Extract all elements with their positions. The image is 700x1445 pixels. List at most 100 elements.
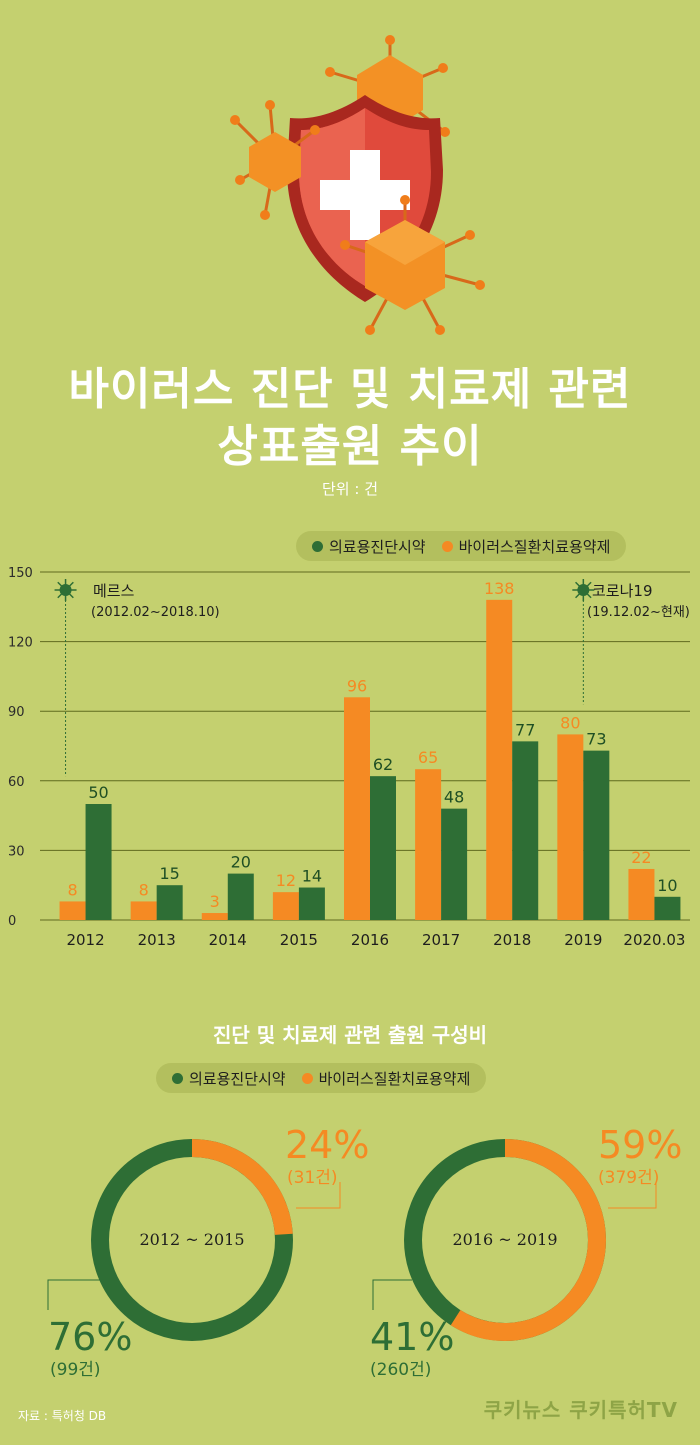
donut-count-label: (31건) [287,1168,338,1188]
bar-value-label: 3 [210,892,220,911]
bar-value-label: 96 [347,676,367,695]
donut-hole [423,1158,587,1322]
legend-item-treatment: 바이러스질환치료용약제 [441,536,611,557]
bar-value-label: 65 [418,748,438,767]
leader-line [372,1279,412,1310]
donut-count-label: (260건) [370,1360,431,1380]
legend-label: 바이러스질환치료용약제 [318,1069,471,1088]
donut-charts: 2012 ~ 2015 24%(31건) 76%(99건) 2016 ~ 2019 5… [47,1123,682,1380]
green-dot-icon [172,1072,183,1084]
x-tick-label: 2020.03 [623,931,685,949]
legend-item-diagnostic: 의료용진단시약 [172,1068,286,1089]
page-title: 바이러스 진단 및 치료제 관련 [68,364,632,415]
x-tick-label: 2015 [280,931,318,949]
green-dot-icon [312,540,323,552]
donut-slice-treatment [404,1139,606,1341]
donut-chart-2012-2015: 2012 ~ 2015 24%(31건) 76%(99건) [47,1123,369,1380]
donut-percent-label: 76% [48,1315,132,1359]
bar-value-label: 20 [231,853,251,872]
virus-icon [54,579,77,601]
y-tick-label: 90 [8,705,25,720]
donut-center-label: 2016 ~ 2019 [452,1230,557,1249]
unit-label: 단위 : 건 [322,480,378,498]
virus-icon [572,579,595,601]
x-tick-label: 2019 [564,931,602,949]
bar-value-label: 8 [67,880,77,899]
bar [344,697,370,920]
donut-slice-treatment [91,1139,293,1341]
leader-line [296,1182,341,1209]
legend-label: 의료용진단시약 [329,537,426,556]
bar [298,887,325,920]
bar [441,808,468,920]
corona-period: (19.12.02~현재) [587,605,690,620]
virus-body [59,584,72,596]
mers-label: 메르스 [93,582,135,600]
bar-value-label: 48 [444,788,464,807]
cross-icon [320,150,410,240]
x-tick-label: 2018 [493,931,531,949]
pie-chart-legend: 의료용진단시약 바이러스질환치료용약제 [156,1063,487,1093]
pie-section-title: 진단 및 치료제 관련 출원 구성비 [212,1023,487,1047]
bar-value-label: 8 [139,880,149,899]
legend-label: 의료용진단시약 [189,1069,286,1088]
bar-value-label: 12 [276,871,296,890]
bar [557,734,584,920]
bar [583,750,610,920]
bar [512,741,539,920]
y-tick-label: 150 [8,566,33,581]
bar [156,885,183,920]
x-tick-label: 2013 [138,931,176,949]
x-tick-label: 2014 [209,931,247,949]
virus-icon [230,100,320,220]
bar-value-label: 77 [515,720,535,739]
virus-body [577,584,590,596]
bar [486,599,513,920]
bar [59,901,86,920]
y-tick-label: 60 [8,775,25,790]
donut-percent-label: 41% [370,1315,454,1359]
brand-logo: 쿠키뉴스 쿠키특허TV [483,1398,678,1422]
leader-line [47,1279,100,1310]
donut-percent-label: 59% [598,1123,682,1167]
donut-count-label: (99건) [50,1360,101,1380]
source-note: 자료 : 특허청 DB [18,1409,107,1423]
bar-value-label: 50 [88,783,108,802]
page-subtitle: 상표출원 추이 [217,421,483,472]
x-tick-label: 2017 [422,931,460,949]
donut-center-label: 2012 ~ 2015 [139,1230,244,1249]
bar [628,868,655,920]
bar [370,776,396,920]
y-tick-label: 0 [8,914,16,929]
chart-bars: 8 50 2012 8 15 2013 3 20 2014 12 14 2015 96 62 2016 65 4… [59,579,685,949]
bar-value-label: 62 [373,755,393,774]
bar-value-label: 73 [586,730,606,749]
bar-chart: 0 30 60 90 120 150 메르스 (2012.02~2018.10) 코로나1… [8,566,690,949]
bar-value-label: 138 [484,579,515,598]
y-tick-label: 120 [8,636,33,651]
donut-percent-label: 24% [285,1123,369,1167]
bar-value-label: 15 [159,864,179,883]
bar-chart-legend: 의료용진단시약 바이러스질환치료용약제 [296,531,627,561]
bar [227,873,254,920]
bar [85,804,112,920]
legend-label: 바이러스질환치료용약제 [458,537,611,556]
orange-dot-icon [441,540,453,552]
donut-hole [110,1158,274,1322]
mers-period: (2012.02~2018.10) [91,605,220,620]
donut-chart-2016-2019: 2016 ~ 2019 59%(379건) 41%(260건) [370,1123,682,1380]
corona-label: 코로나19 [592,582,653,600]
x-tick-label: 2012 [66,931,104,949]
bar [415,769,442,920]
bar-value-label: 14 [302,867,322,886]
bar-value-label: 80 [560,713,580,732]
orange-dot-icon [301,1072,313,1084]
bar [130,901,157,920]
y-tick-label: 30 [8,844,25,859]
virus-icon [340,195,485,335]
shield-virus-illustration [230,35,485,335]
chart-annotations: 메르스 (2012.02~2018.10) 코로나19 (19.12.02~현재… [54,579,690,777]
bar-value-label: 10 [657,876,677,895]
leader-line [608,1182,657,1209]
bar [272,892,299,920]
